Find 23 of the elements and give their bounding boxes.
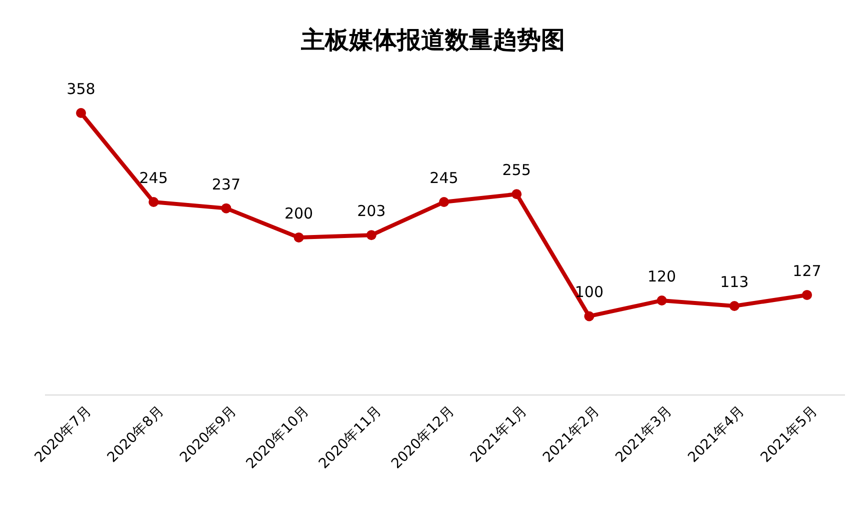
point — [584, 311, 594, 322]
data-label: 200 — [284, 204, 314, 222]
data-label: 113 — [720, 272, 749, 291]
data-label: 203 — [357, 202, 386, 220]
data-label: 127 — [792, 262, 822, 280]
point — [439, 197, 449, 208]
data-label: 245 — [139, 169, 168, 188]
point — [366, 230, 376, 240]
data-label: 120 — [647, 267, 676, 286]
point — [221, 203, 232, 214]
point — [294, 232, 304, 242]
point — [656, 295, 667, 306]
data-label: 237 — [212, 175, 241, 194]
point — [729, 300, 740, 311]
data-label: 255 — [502, 161, 531, 180]
chart-title: 主板媒体报道数量趋势图 — [300, 26, 565, 54]
point — [512, 189, 522, 200]
point — [148, 197, 159, 208]
data-label: 100 — [574, 283, 604, 302]
data-label: 245 — [430, 169, 458, 188]
data-label: 358 — [66, 80, 96, 98]
point — [802, 290, 812, 300]
point — [76, 108, 86, 118]
